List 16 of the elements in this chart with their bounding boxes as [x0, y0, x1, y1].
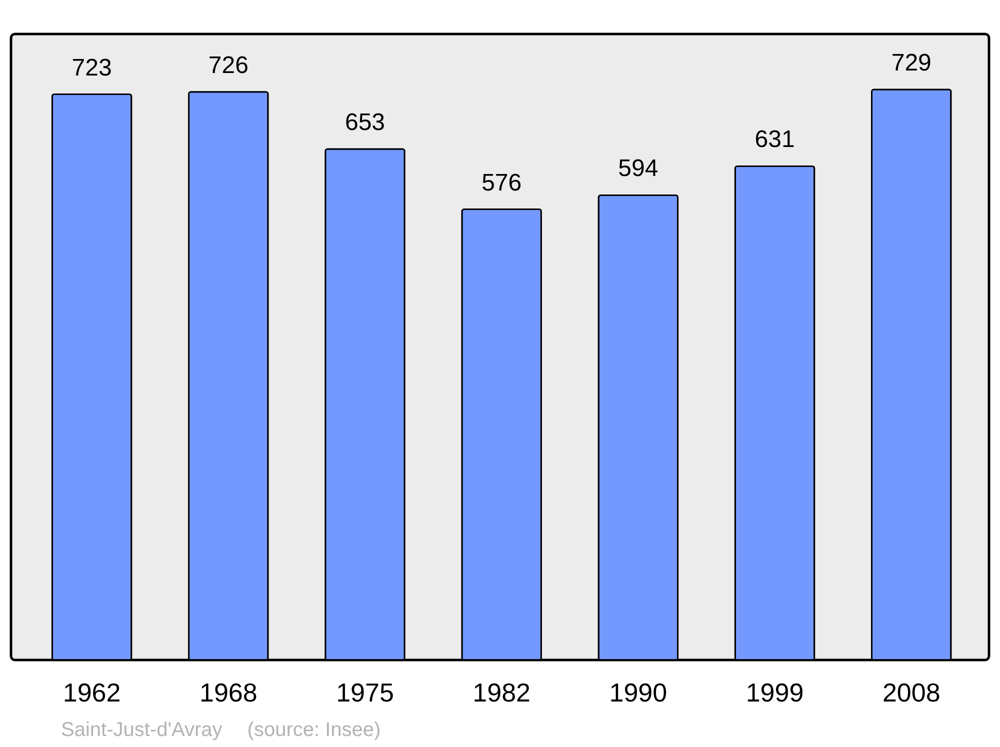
data-label: 653 — [344, 109, 386, 136]
x-tick-label: 1962 — [62, 678, 121, 708]
x-tick-label: 1982 — [472, 678, 531, 708]
x-tick-label: 1975 — [336, 678, 394, 708]
x-tick-label: 1968 — [199, 678, 258, 708]
x-tick-label: 2008 — [882, 678, 940, 708]
x-tick-label: 1999 — [746, 678, 804, 708]
data-label: 631 — [754, 126, 795, 154]
x-tick-label: 1990 — [609, 678, 668, 708]
data-label: 729 — [891, 50, 932, 77]
data-label: 726 — [208, 52, 248, 79]
text: Saint-Just-d'Avray — [61, 719, 222, 741]
data-label: 594 — [618, 155, 658, 182]
data-label: 576 — [482, 169, 522, 196]
data-label: 723 — [72, 54, 112, 82]
text: (source: Insee) — [247, 719, 381, 741]
